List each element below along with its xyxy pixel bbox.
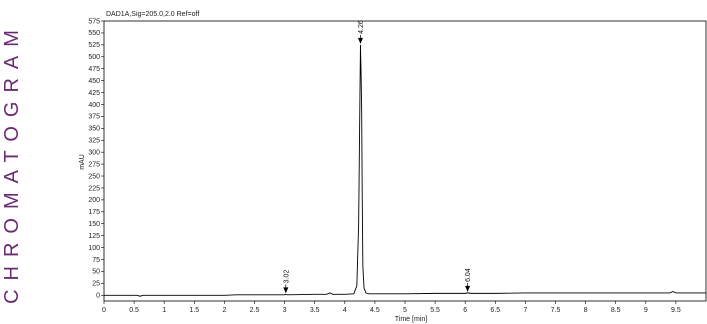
y-tick-label: 100: [88, 245, 100, 252]
x-tick-label: 6.5: [490, 307, 500, 314]
y-tick-label: 200: [88, 197, 100, 204]
y-tick-label: 325: [88, 138, 100, 145]
peak-arrow: [283, 287, 289, 294]
y-tick-label: 400: [88, 102, 100, 109]
x-axis-label: Time [min]: [395, 316, 427, 323]
y-tick-label: 250: [88, 173, 100, 180]
peak-marker: 3.02: [283, 270, 290, 294]
x-tick-label: 5.5: [430, 307, 440, 314]
y-tick-label: 125: [88, 233, 100, 240]
peak-arrow: [465, 285, 471, 292]
peak-markers: 3.02 4.26 6.04: [283, 20, 472, 294]
plot-frame: [103, 20, 707, 302]
x-tick-label: 6: [463, 307, 467, 314]
y-tick-label: 75: [92, 257, 100, 264]
x-axis: 0 0.5 1 1.5 2 2.5 3 3.5 4 4.5 5 5.5 6 6.5 7 7.5 8 8.5 9 9.5: [102, 301, 681, 314]
y-tick-label: 550: [88, 30, 100, 37]
y-tick-label: 425: [88, 90, 100, 97]
x-tick-label: 1.5: [189, 307, 199, 314]
y-tick-label: 275: [88, 161, 100, 168]
x-tick-label: 9.5: [671, 307, 681, 314]
x-tick-label: 5: [403, 307, 407, 314]
y-tick-label: 350: [88, 126, 100, 133]
peak-marker: 4.26: [357, 20, 365, 44]
x-tick-label: 0.5: [129, 307, 139, 314]
y-tick-label: 300: [88, 149, 100, 156]
y-tick-label: 450: [88, 78, 100, 85]
x-tick-label: 7.5: [551, 307, 561, 314]
y-tick-label: 500: [88, 54, 100, 61]
y-tick-label: 175: [88, 209, 100, 216]
y-tick-label: 375: [88, 114, 100, 121]
x-tick-label: 1: [162, 307, 166, 314]
signal-trace: [104, 44, 706, 297]
x-tick-label: 0: [102, 307, 106, 314]
peak-label: 4.26: [358, 20, 365, 34]
x-tick-label: 4: [343, 307, 347, 314]
peak-arrow: [357, 37, 363, 44]
x-tick-label: 9: [644, 307, 648, 314]
y-tick-label: 150: [88, 221, 100, 228]
x-tick-label: 8: [584, 307, 588, 314]
peak-marker: 6.04: [465, 268, 472, 292]
x-tick-label: 2: [222, 307, 226, 314]
y-axis: 0 25 50 75 100 125 150 175 200 225 250 275 300 325 350…: [88, 18, 104, 300]
y-tick-label: 225: [88, 185, 100, 192]
y-tick-label: 0: [96, 293, 100, 300]
y-tick-label: 50: [92, 269, 100, 276]
y-tick-label: 575: [88, 18, 100, 25]
x-tick-label: 2.5: [250, 307, 260, 314]
x-tick-label: 4.5: [370, 307, 380, 314]
peak-label: 6.04: [465, 268, 472, 282]
x-tick-label: 8.5: [611, 307, 621, 314]
x-tick-label: 3.5: [310, 307, 320, 314]
peak-label: 3.02: [283, 270, 290, 284]
signal-header: DAD1A,Sig=205.0,2.0 Ref=off: [106, 11, 199, 18]
x-tick-label: 3: [283, 307, 287, 314]
y-tick-label: 25: [92, 281, 100, 288]
y-tick-label: 525: [88, 42, 100, 49]
x-tick-label: 7: [523, 307, 527, 314]
y-tick-label: 475: [88, 66, 100, 73]
y-axis-label: mAU: [79, 154, 86, 170]
